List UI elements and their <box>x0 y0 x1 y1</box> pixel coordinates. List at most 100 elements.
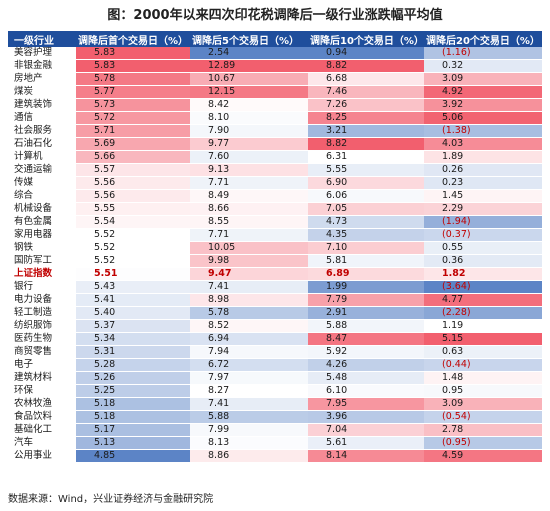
row-label: 石油石化 <box>8 137 76 151</box>
table-row: 机械设备 5.55 8.66 7.05 2.29 <box>8 202 542 216</box>
cell-day10: 7.26 <box>308 98 424 112</box>
cell-day1: 5.37 <box>76 319 190 333</box>
cell-day20: 0.63 <box>424 345 542 359</box>
cell-day10: 6.31 <box>308 150 424 164</box>
cell-day5: 8.52 <box>190 319 308 333</box>
cell-day20: (1.94) <box>424 215 542 229</box>
row-label: 建筑装饰 <box>8 98 76 112</box>
cell-day1: 5.83 <box>76 59 190 73</box>
cell-day1: 5.56 <box>76 176 190 190</box>
row-label: 非银金融 <box>8 59 76 73</box>
row-label: 社会服务 <box>8 124 76 138</box>
cell-day10: 3.21 <box>308 124 424 138</box>
cell-day20: 0.32 <box>424 59 542 73</box>
cell-day10: 1.99 <box>308 280 424 294</box>
row-label: 汽车 <box>8 436 76 450</box>
cell-day10: 7.05 <box>308 202 424 216</box>
cell-day20: 5.06 <box>424 111 542 125</box>
cell-day10: 5.61 <box>308 436 424 450</box>
cell-day20: 5.15 <box>424 332 542 346</box>
heatmap-table: 一级行业 调降后首个交易日（%） 调降后5个交易日（%） 调降后10个交易日（%… <box>8 31 542 463</box>
table-row: 社会服务 5.71 7.90 3.21 (1.38) <box>8 124 542 138</box>
cell-day1: 5.17 <box>76 423 190 437</box>
table-row: 食品饮料 5.18 5.88 3.96 (0.54) <box>8 410 542 424</box>
cell-day20: (1.38) <box>424 124 542 138</box>
cell-day20: 3.09 <box>424 397 542 411</box>
header-row: 一级行业 调降后首个交易日（%） 调降后5个交易日（%） 调降后10个交易日（%… <box>8 31 542 47</box>
cell-day1: 4.85 <box>76 449 190 463</box>
cell-day10: 5.48 <box>308 371 424 385</box>
table-row: 银行 5.43 7.41 1.99 (3.64) <box>8 280 542 294</box>
cell-day5: 10.67 <box>190 72 308 86</box>
table-row: 计算机 5.66 7.60 6.31 1.89 <box>8 150 542 164</box>
table-row: 环保 5.25 8.27 6.10 0.95 <box>8 384 542 398</box>
cell-day5: 7.97 <box>190 371 308 385</box>
cell-day5: 9.47 <box>190 267 308 281</box>
row-label: 美容护理 <box>8 47 76 60</box>
cell-day5: 8.27 <box>190 384 308 398</box>
cell-day10: 7.04 <box>308 423 424 437</box>
cell-day5: 8.66 <box>190 202 308 216</box>
cell-day5: 8.98 <box>190 293 308 307</box>
cell-day1: 5.71 <box>76 124 190 138</box>
cell-day5: 7.41 <box>190 280 308 294</box>
cell-day1: 5.18 <box>76 410 190 424</box>
table-row: 房地产 5.78 10.67 6.68 3.09 <box>8 72 542 86</box>
table-row: 电力设备 5.41 8.98 7.79 4.77 <box>8 293 542 307</box>
cell-day20: 0.23 <box>424 176 542 190</box>
cell-day20: 0.36 <box>424 254 542 268</box>
cell-day5: 7.90 <box>190 124 308 138</box>
cell-day20: 0.55 <box>424 241 542 255</box>
table-row: 医药生物 5.34 6.94 8.47 5.15 <box>8 332 542 346</box>
cell-day5: 8.42 <box>190 98 308 112</box>
cell-day1: 5.77 <box>76 85 190 99</box>
cell-day5: 7.99 <box>190 423 308 437</box>
row-label: 纺织服饰 <box>8 319 76 333</box>
cell-day20: 1.45 <box>424 189 542 203</box>
cell-day1: 5.69 <box>76 137 190 151</box>
table-row: 煤炭 5.77 12.15 7.46 4.92 <box>8 85 542 99</box>
cell-day1: 5.57 <box>76 163 190 177</box>
table-row: 电子 5.28 6.72 4.26 (0.44) <box>8 358 542 372</box>
cell-day10: 6.68 <box>308 72 424 86</box>
row-label: 计算机 <box>8 150 76 164</box>
table-row: 家用电器 5.52 7.71 4.35 (0.37) <box>8 228 542 242</box>
cell-day1: 5.40 <box>76 306 190 320</box>
cell-day1: 5.52 <box>76 241 190 255</box>
cell-day20: (0.54) <box>424 410 542 424</box>
chart-title: 图：2000年以来四次印花税调降后一级行业涨跌幅平均值 <box>107 8 443 23</box>
cell-day1: 5.31 <box>76 345 190 359</box>
table-row: 传媒 5.56 7.71 6.90 0.23 <box>8 176 542 190</box>
column-header-day20: 调降后20个交易日（%） <box>424 31 542 47</box>
cell-day20: 0.95 <box>424 384 542 398</box>
cell-day20: 2.78 <box>424 423 542 437</box>
table-row: 公用事业 4.85 8.86 8.14 4.59 <box>8 449 542 463</box>
cell-day20: 1.48 <box>424 371 542 385</box>
table-row: 建筑材料 5.26 7.97 5.48 1.48 <box>8 371 542 385</box>
cell-day1: 5.51 <box>76 267 190 281</box>
cell-day10: 2.91 <box>308 306 424 320</box>
cell-day1: 5.26 <box>76 371 190 385</box>
cell-day10: 8.82 <box>308 59 424 73</box>
cell-day5: 9.13 <box>190 163 308 177</box>
table-row: 综合 5.56 8.49 6.06 1.45 <box>8 189 542 203</box>
cell-day1: 5.55 <box>76 202 190 216</box>
cell-day20: 4.59 <box>424 449 542 463</box>
table-row: 基础化工 5.17 7.99 7.04 2.78 <box>8 423 542 437</box>
table-row: 有色金属 5.54 8.55 4.73 (1.94) <box>8 215 542 229</box>
cell-day20: 0.26 <box>424 163 542 177</box>
row-label: 银行 <box>8 280 76 294</box>
row-label: 房地产 <box>8 72 76 86</box>
cell-day5: 6.94 <box>190 332 308 346</box>
cell-day10: 5.81 <box>308 254 424 268</box>
cell-day1: 5.41 <box>76 293 190 307</box>
table-row: 建筑装饰 5.73 8.42 7.26 3.92 <box>8 98 542 112</box>
cell-day10: 4.35 <box>308 228 424 242</box>
cell-day10: 4.73 <box>308 215 424 229</box>
cell-day10: 6.06 <box>308 189 424 203</box>
cell-day1: 5.83 <box>76 47 190 60</box>
row-label: 电子 <box>8 358 76 372</box>
table-row: 商贸零售 5.31 7.94 5.92 0.63 <box>8 345 542 359</box>
row-label: 机械设备 <box>8 202 76 216</box>
cell-day5: 9.77 <box>190 137 308 151</box>
